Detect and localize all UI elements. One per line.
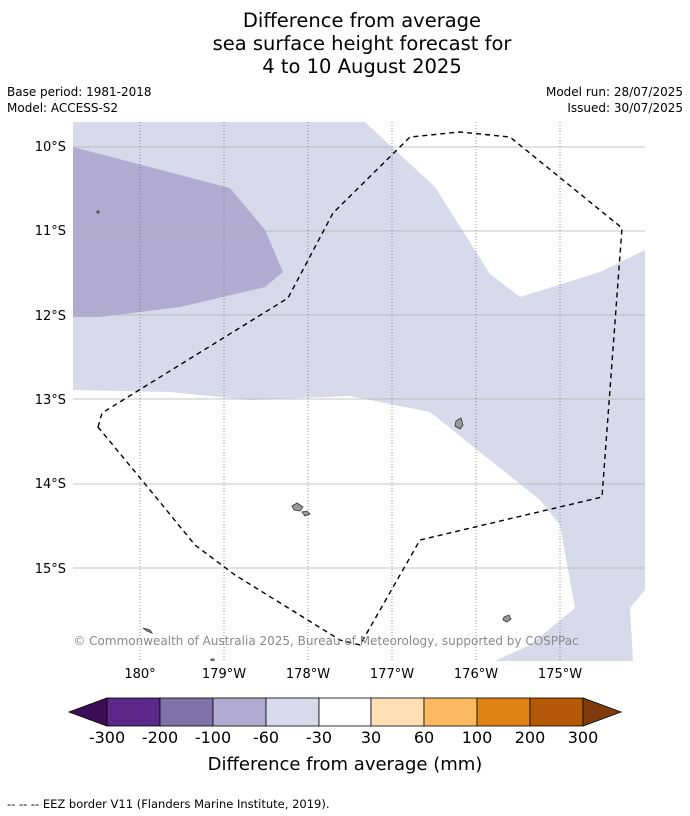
lat-label-15s: 15°S (35, 562, 66, 577)
colorbar-tick-5: -30 (306, 728, 332, 747)
colorbar-tick-4: -60 (253, 728, 279, 747)
island-tiny-1 (96, 210, 100, 214)
title-line-1: Difference from average (242, 9, 482, 32)
island-south-west (142, 627, 154, 634)
colorbar-ticks: -300 -200 -100 -60 -30 30 60 100 200 300 (89, 728, 598, 747)
island-east (502, 614, 512, 623)
colorbar-tick-2: -200 (142, 728, 178, 747)
colorbar (67, 697, 623, 727)
lon-label-178w: 178°W (286, 667, 330, 682)
model-run: Model run: 28/07/2025 (545, 85, 683, 99)
longitude-labels: 180° 179°W 178°W 177°W 176°W 175°W (124, 667, 582, 682)
colorbar-tick-9: 200 (515, 728, 546, 747)
colorbar-segment-7 (423, 697, 478, 727)
colorbar-tick-10: 300 (568, 728, 599, 747)
colorbar-tick-1: -300 (89, 728, 125, 747)
colorbar-extend-low (67, 697, 108, 727)
colorbar-label: Difference from average (mm) (208, 754, 483, 775)
model-name: Model: ACCESS-S2 (7, 101, 119, 115)
lon-label-176w: 176°W (454, 667, 498, 682)
latitude-labels: 10°S 11°S 12°S 13°S 14°S 15°S (35, 140, 66, 577)
islands (96, 210, 512, 661)
lon-label-179w: 179°W (202, 667, 246, 682)
colorbar-segment-9 (529, 697, 584, 727)
lat-label-12s: 12°S (35, 309, 66, 324)
anomaly-region-medium (73, 147, 283, 317)
colorbar-segment-5 (318, 697, 372, 727)
eez-border (97, 131, 623, 646)
colorbar-segment-8 (476, 697, 531, 727)
lat-label-14s: 14°S (35, 477, 66, 492)
issued-date: Issued: 30/07/2025 (567, 101, 683, 115)
colorbar-segment-2 (159, 697, 214, 727)
eez-footnote: -- -- -- EEZ border V11 (Flanders Marine… (7, 797, 330, 811)
colorbar-extend-high (582, 697, 623, 727)
colorbar-segment-1 (106, 697, 161, 727)
map-attribution: © Commonwealth of Australia 2025, Bureau… (73, 634, 578, 648)
island-wallis (454, 417, 464, 430)
meta-left: Base period: 1981-2018 Model: ACCESS-S2 (7, 84, 152, 116)
island-tiny-2 (210, 658, 215, 661)
colorbar-segment-6 (370, 697, 425, 727)
colorbar-tick-7: 60 (414, 728, 434, 747)
title-line-3: 4 to 10 August 2025 (262, 55, 462, 78)
colorbar-segment-4 (265, 697, 320, 727)
meta-right: Model run: 28/07/2025 Issued: 30/07/2025 (546, 84, 683, 116)
title-line-2: sea surface height forecast for (212, 32, 512, 55)
lat-label-13s: 13°S (35, 393, 66, 408)
colorbar-tick-8: 100 (462, 728, 493, 747)
latitude-gridlines (73, 146, 645, 569)
lon-label-177w: 177°W (370, 667, 414, 682)
map-area (73, 122, 645, 661)
base-period: Base period: 1981-2018 (7, 85, 152, 99)
colorbar-segment-3 (212, 697, 267, 727)
colorbar-tick-6: 30 (361, 728, 381, 747)
island-futuna (291, 502, 304, 512)
map-title: Difference from average sea surface heig… (0, 9, 690, 78)
lat-label-10s: 10°S (35, 140, 66, 155)
colorbar-tick-3: -100 (195, 728, 231, 747)
lat-label-11s: 11°S (35, 224, 66, 239)
island-alofi (301, 510, 311, 517)
lon-label-175w: 175°W (538, 667, 582, 682)
lon-label-180: 180° (124, 667, 155, 682)
